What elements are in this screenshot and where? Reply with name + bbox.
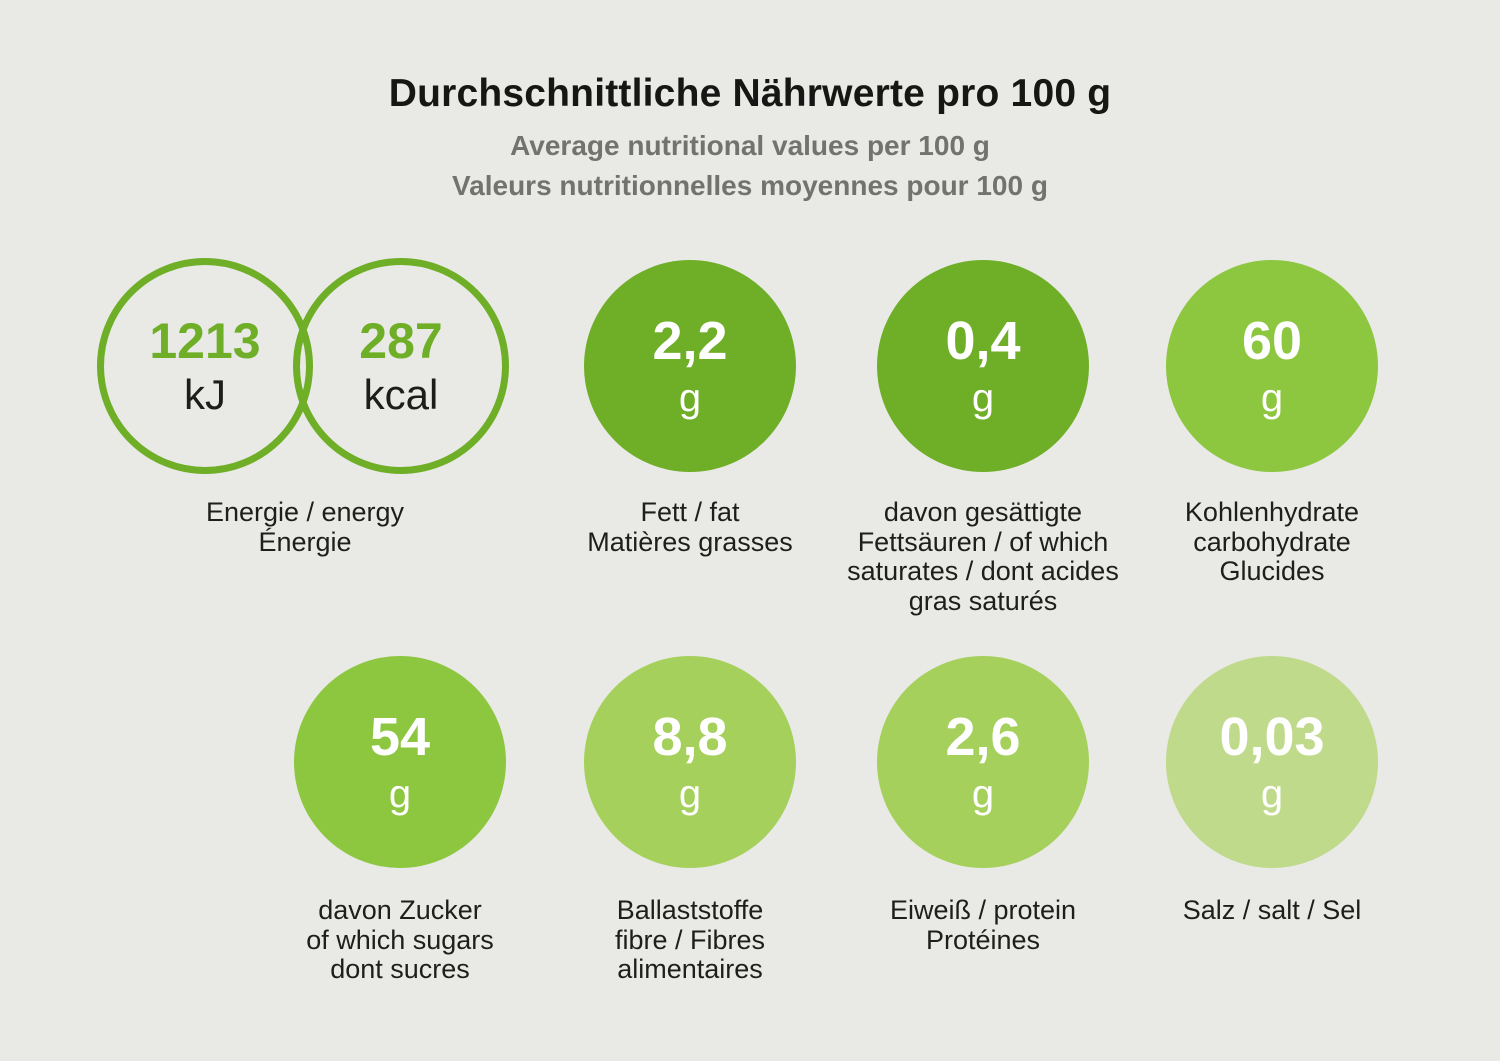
fat-unit: g	[678, 376, 702, 420]
fat-value: 2,2	[652, 311, 728, 371]
energy-kcal-circle: 287 kcal	[293, 258, 509, 474]
energy-kj-circle: 1213 kJ	[97, 258, 313, 474]
saturates-unit: g	[971, 376, 995, 420]
fibre-value: 8,8	[652, 707, 728, 767]
protein-unit: g	[971, 772, 995, 816]
salt-circle: 0,03 g	[1166, 656, 1378, 868]
energy-kcal-value: 287	[359, 313, 443, 369]
protein-label: Eiweiß / protein Protéines	[889, 895, 1077, 955]
fibre-unit: g	[678, 772, 702, 816]
fat-label: Fett / fat Matières grasses	[587, 497, 793, 557]
carbohydrate-label: Kohlenhydrate carbohydrate Glucides	[1184, 497, 1360, 587]
sugars-value: 54	[369, 707, 431, 767]
subtitle-english: Average nutritional values per 100 g	[510, 130, 990, 161]
fat-circle: 2,2 g	[584, 260, 796, 472]
saturates-value: 0,4	[945, 311, 1021, 371]
saturates-circle: 0,4 g	[877, 260, 1089, 472]
salt-label: Salz / salt / Sel	[1182, 895, 1362, 925]
carbohydrate-value: 60	[1241, 311, 1303, 371]
page-title: Durchschnittliche Nährwerte pro 100 g	[388, 72, 1112, 115]
energy-kj-value: 1213	[149, 313, 261, 369]
protein-circle: 2,6 g	[877, 656, 1089, 868]
header: Durchschnittliche Nährwerte pro 100 g Av…	[0, 0, 1500, 202]
fibre-circle: 8,8 g	[584, 656, 796, 868]
energy-kcal-unit: kcal	[363, 371, 439, 418]
sugars-label: davon Zucker of which sugars dont sucres	[306, 895, 494, 985]
carbohydrate-unit: g	[1260, 376, 1284, 420]
fibre-label: Ballaststoffe fibre / Fibres alimentaire…	[614, 895, 766, 985]
salt-value: 0,03	[1219, 707, 1325, 767]
saturates-label: davon gesättigte Fettsäuren / of which s…	[847, 497, 1119, 617]
energy-kj-unit: kJ	[184, 371, 226, 418]
sugars-circle: 54 g	[294, 656, 506, 868]
salt-unit: g	[1260, 772, 1284, 816]
energy-label: Energie / energy Énergie	[205, 497, 405, 557]
protein-value: 2,6	[945, 707, 1021, 767]
subtitle-french: Valeurs nutritionnelles moyennes pour 10…	[452, 170, 1048, 201]
carbohydrate-circle: 60 g	[1166, 260, 1378, 472]
sugars-unit: g	[388, 772, 412, 816]
